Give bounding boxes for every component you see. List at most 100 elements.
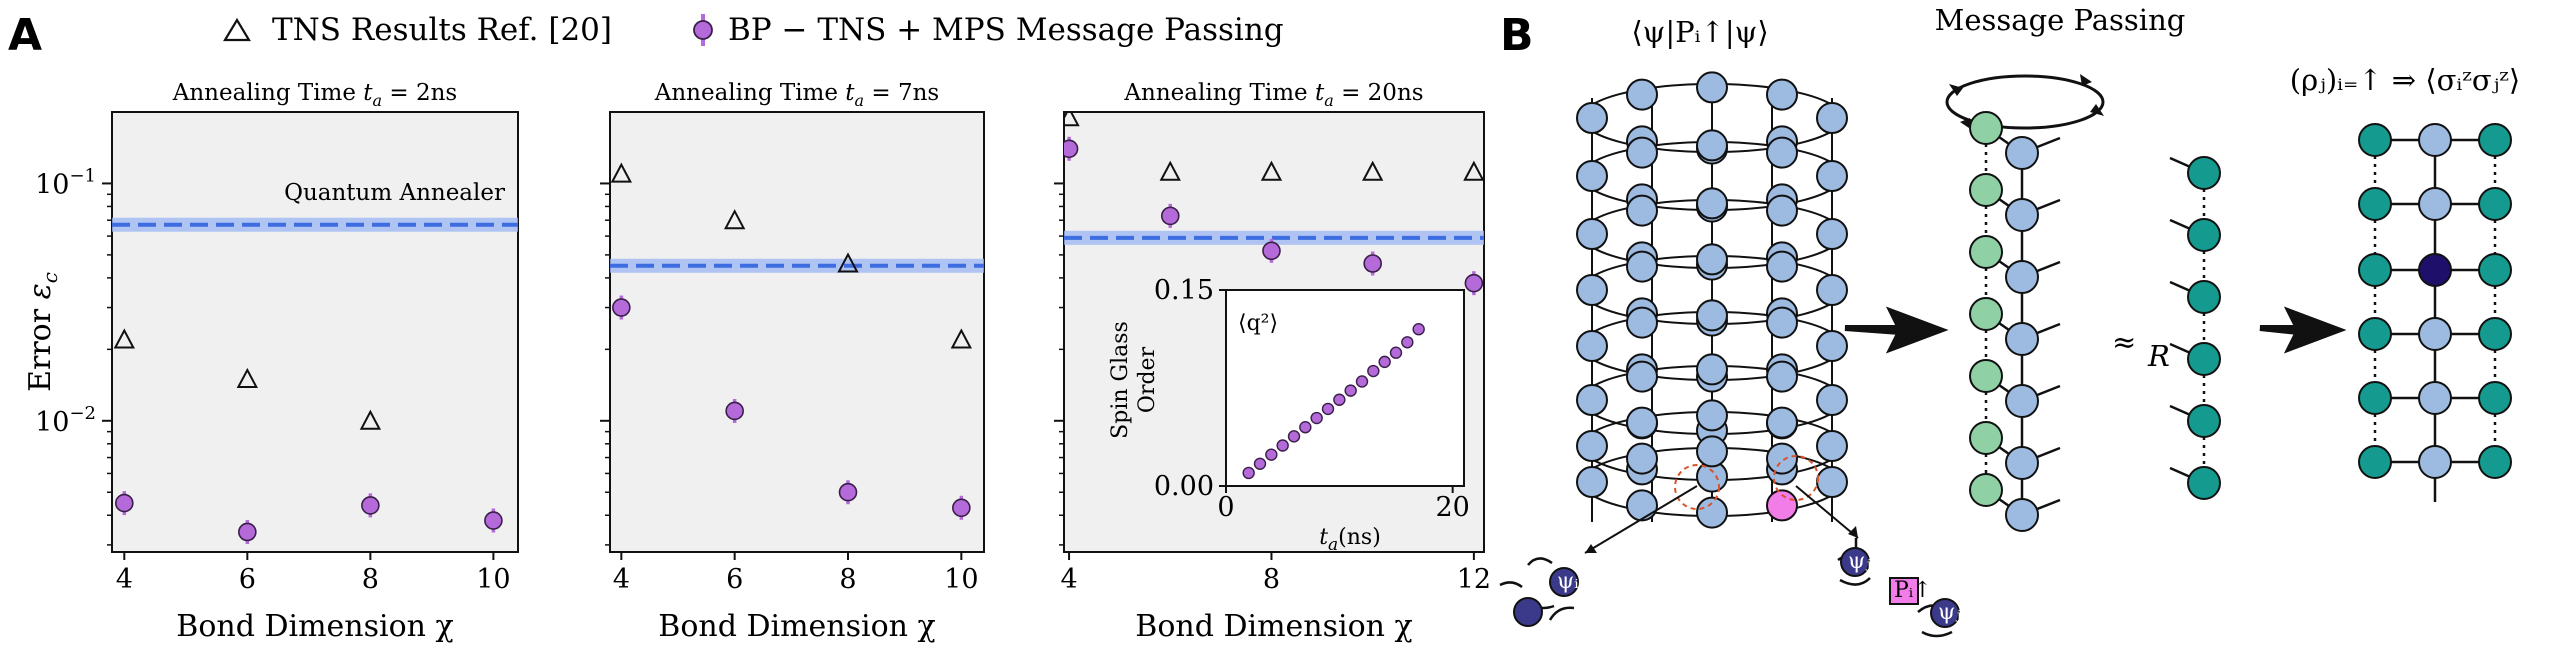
subplot-1-plot-area — [112, 217, 518, 544]
x-tick-label: 4 — [613, 564, 630, 595]
cyl-node — [1576, 160, 1608, 192]
inset-y-tick-label: 0.00 — [1154, 471, 1214, 502]
tns-marker — [1064, 112, 1080, 127]
cyl-node — [1816, 466, 1848, 498]
subplot-2-title: Annealing Time ta = 7ns — [654, 80, 940, 110]
ladder-node — [2418, 445, 2452, 479]
inset-point — [1389, 346, 1403, 359]
annealer-label: Quantum Annealer — [284, 180, 505, 206]
subplot-2-axes — [609, 111, 985, 553]
cyl-node — [1626, 442, 1658, 475]
cyl-node — [1816, 218, 1848, 250]
legend-bp-label: BP − TNS + MPS Message Passing — [728, 12, 1284, 48]
tensor-psi-j: ψⱼ — [1837, 538, 1871, 586]
inset-point — [1310, 411, 1323, 425]
legend: TNS Results Ref. [20] BP − TNS + MPS Mes… — [223, 12, 1284, 48]
subplot-3-xlabel: Bond Dimension χ — [1135, 609, 1412, 644]
x-tick-label: 8 — [362, 564, 379, 595]
x-tick-label: 4 — [116, 564, 133, 595]
highlight-site-j — [1773, 455, 1819, 501]
cyl-node — [1626, 360, 1658, 393]
tns-marker — [1159, 160, 1181, 181]
mps-node — [2187, 218, 2221, 252]
mps-node — [1969, 173, 2003, 207]
ladder-node — [2358, 317, 2392, 351]
inset: ⟨q²⟩ Spin Glass Order ta(ns) 0 20 0.00 0.15 — [1108, 275, 1470, 555]
cyl-node — [1696, 435, 1728, 468]
cyl-node — [1816, 430, 1848, 462]
mps-node — [2187, 280, 2221, 314]
mps-node — [2005, 384, 2039, 418]
cyl-node — [1766, 250, 1798, 283]
ladder-node — [2418, 317, 2452, 351]
cyl-node — [1696, 299, 1728, 332]
y-tick-label: 10−2 — [35, 403, 96, 438]
cyl-node — [1626, 489, 1658, 522]
bp-marker — [1064, 139, 1079, 159]
cyl-node — [1576, 384, 1608, 416]
cyl-node — [1576, 218, 1608, 250]
mps-node — [2187, 404, 2221, 438]
cyl-node — [1576, 466, 1608, 498]
cyl-node — [1816, 330, 1848, 362]
tns-marker — [113, 328, 135, 349]
cyl-node — [1696, 243, 1728, 276]
mps-node — [2005, 322, 2039, 356]
cyl-node — [1696, 399, 1728, 432]
mps-node — [1969, 473, 2003, 507]
right-arrow-2 — [2259, 306, 2347, 354]
ladder-node — [2358, 123, 2392, 157]
inset-y-tick-label: 0.15 — [1154, 275, 1214, 306]
highlight-site-i — [1674, 464, 1720, 510]
tns-marker — [950, 328, 972, 349]
bp-marker — [612, 298, 631, 317]
tensor-psi-j-conj: ψⱼ — [1917, 598, 1961, 638]
cyl-node — [1626, 194, 1658, 227]
inset-point — [1276, 439, 1289, 452]
tns-marker — [837, 252, 859, 273]
cyl-node — [1696, 353, 1728, 386]
inset-point — [1242, 466, 1255, 480]
subplot-2-plot-area — [610, 162, 984, 520]
subplot-3-plot-area — [1064, 112, 1484, 296]
tns-marker — [1260, 160, 1283, 181]
x-tick-label: 8 — [1263, 564, 1280, 595]
ladder-node — [2418, 381, 2452, 415]
x-tick-label: 6 — [726, 564, 743, 595]
cyl-node — [1576, 102, 1608, 134]
tensor-psi-i: ψᵢ — [1499, 557, 1579, 627]
cyl-node — [1626, 136, 1658, 169]
cyl-node — [1576, 330, 1608, 362]
tensor-label-psi-j: ψⱼ — [1848, 549, 1871, 574]
cylinder-tensor-network — [1576, 71, 1848, 529]
ladder-node — [2358, 445, 2392, 479]
mps-node — [1969, 111, 2003, 145]
mps-node — [1969, 297, 2003, 331]
cyl-node — [1766, 360, 1798, 393]
cyl-node — [1766, 136, 1798, 169]
cyl-node — [1576, 274, 1608, 306]
ladder-node — [2358, 187, 2392, 221]
tensor-details: ψᵢ ψⱼ Pᵢ↑ ψⱼ — [1499, 485, 1961, 638]
bp-marker — [1363, 254, 1382, 273]
legend-tns-label: TNS Results Ref. [20] — [272, 12, 612, 48]
tensor-label-projector: Pᵢ↑ — [1894, 578, 1932, 603]
inset-point — [1253, 457, 1267, 470]
cyl-node — [1626, 306, 1658, 339]
mps-node — [1969, 421, 2003, 455]
x-tick-label: 4 — [1060, 564, 1077, 595]
inset-ylabel-line2: Order — [1135, 346, 1160, 413]
x-tick-label: 10 — [476, 564, 510, 595]
panel-b-diagram: ⟨ψ|Pᵢ↑|ψ⟩ Message Passing (ρⱼ)ᵢ₌↑ ⇒ ⟨σᵢᶻ… — [1499, 3, 2520, 638]
inset-point — [1412, 323, 1425, 336]
cyl-node — [1696, 129, 1728, 162]
cyl-node — [1766, 306, 1798, 339]
mps-node — [1969, 235, 2003, 269]
subplot-1-title: Annealing Time ta = 2ns — [172, 80, 458, 110]
bp-marker — [1464, 273, 1484, 293]
ladder-node — [2418, 187, 2452, 221]
annealer-band — [112, 217, 518, 232]
bp-marker — [1160, 206, 1180, 226]
cyl-node — [1626, 250, 1658, 283]
subplot-2-xlabel: Bond Dimension χ — [658, 609, 935, 644]
